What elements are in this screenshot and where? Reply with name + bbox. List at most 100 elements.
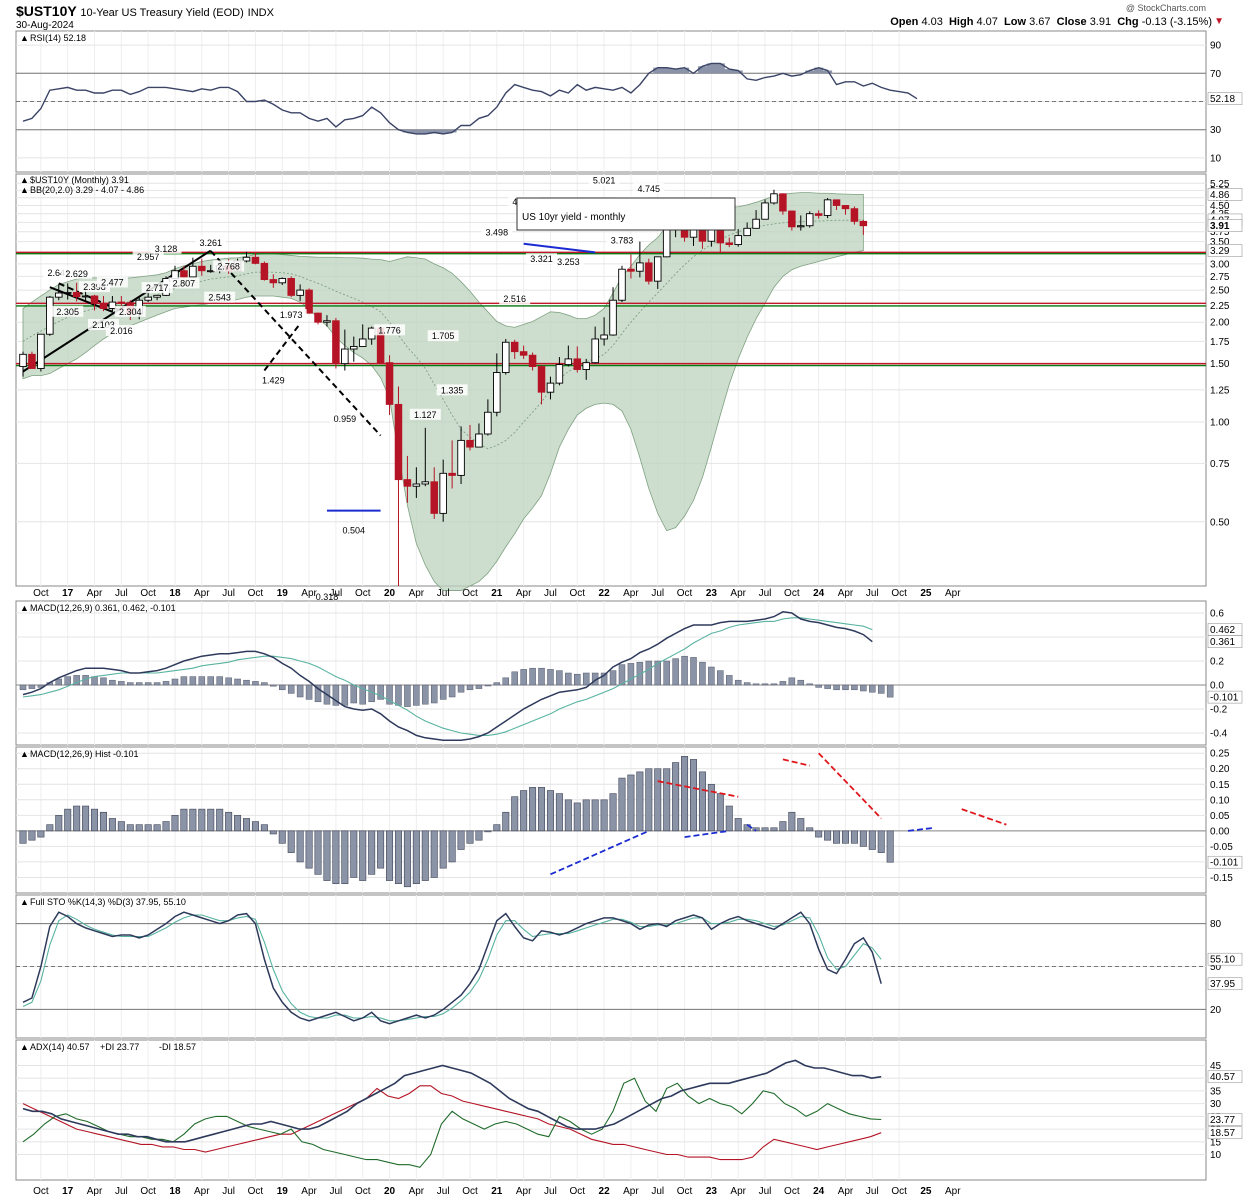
- macd-hist-bar: [654, 660, 661, 686]
- macd-hist-bar: [73, 675, 80, 686]
- x-axis-label-bottom: Oct: [569, 1186, 585, 1197]
- price-annotation-bg: [213, 260, 245, 272]
- x-axis-label-bottom: Apr: [194, 1186, 210, 1197]
- x-axis-label-top: Oct: [677, 588, 693, 599]
- rsi-marker-icon: ▲: [20, 33, 29, 43]
- candle-body: [63, 291, 72, 294]
- adx-label: ADX(14) 40.57: [30, 1042, 90, 1052]
- candle-body: [850, 208, 859, 222]
- price-annotation: 3.128: [155, 244, 178, 254]
- macd-hist-bar: [216, 676, 223, 686]
- macd-hist-bar: [627, 663, 635, 686]
- low-label: Low: [1004, 16, 1027, 28]
- hist-bar: [296, 830, 304, 863]
- hist-bar: [403, 830, 411, 888]
- price-annotation: 2.629: [65, 269, 88, 279]
- instrument-name: 10-Year US Treasury Yield (EOD): [80, 7, 244, 19]
- hist-bar: [225, 811, 233, 832]
- price-tick-12: 3.50: [1210, 237, 1230, 248]
- candle-body: [546, 382, 555, 393]
- x-axis-label-bottom: 24: [813, 1186, 825, 1197]
- bb-lower-value-box: [1207, 244, 1243, 257]
- candle-body: [367, 327, 376, 340]
- hist-bar: [216, 808, 224, 832]
- hist-bar: [287, 830, 295, 853]
- candle-body: [72, 291, 81, 298]
- x-axis-label-bottom: 20: [384, 1186, 396, 1197]
- macd-hist-bar: [377, 684, 384, 700]
- macd-hist-bar: [860, 684, 867, 692]
- x-axis-label-top: Jul: [222, 588, 235, 599]
- macd-last-box: [1207, 635, 1243, 648]
- price-annotation-bg: [427, 330, 459, 342]
- price-annotation-bg: [150, 242, 182, 254]
- macd-hist-bar: [565, 672, 572, 686]
- close-value-label-box: [1207, 219, 1243, 233]
- candle-body: [99, 302, 108, 309]
- macd-hist-bar: [413, 684, 420, 706]
- price-annotation-bg: [526, 253, 558, 265]
- macd-hist-bar: [305, 684, 313, 700]
- open-label: Open: [890, 16, 919, 28]
- candle-body: [108, 301, 117, 309]
- candle-body: [296, 289, 304, 296]
- candle-body: [537, 366, 546, 393]
- adx-last: 40.57: [1210, 1072, 1235, 1083]
- chart-annotation-box: [516, 197, 736, 231]
- macd-hist-bar: [109, 679, 116, 686]
- hist-bar: [806, 827, 814, 832]
- rsi-last-value: 52.18: [1210, 94, 1235, 105]
- hist-bar: [359, 830, 367, 881]
- macd-hist-bar: [287, 684, 295, 694]
- macd-hist-bar: [279, 684, 286, 691]
- macd-hist-bar: [422, 684, 429, 705]
- macd-signal-last: 0.462: [1210, 625, 1235, 636]
- x-axis-label-bottom: Oct: [140, 1186, 156, 1197]
- macd-hist-bar: [699, 661, 706, 686]
- x-axis-label-top: 24: [813, 588, 825, 599]
- x-axis-label-bottom: Jul: [115, 1186, 128, 1197]
- x-axis-label-top: Apr: [945, 588, 961, 599]
- hist-trendline-6: [907, 826, 935, 832]
- hist-bar: [770, 827, 778, 832]
- price-annotation: 3.253: [557, 257, 580, 267]
- hist-bar: [269, 830, 277, 835]
- macd-hist-bar: [600, 672, 608, 686]
- hist-bar: [368, 830, 376, 875]
- hist-tick-4: 0.05: [1210, 811, 1230, 822]
- hist-bar: [126, 824, 134, 832]
- macd-hist-bar: [118, 681, 125, 686]
- candle-body: [475, 433, 483, 448]
- macd-hist-bar: [609, 670, 617, 686]
- rsi-line: [22, 62, 918, 135]
- adx-tick-5: 35: [1210, 1086, 1222, 1097]
- candle-body: [260, 262, 269, 280]
- x-axis-label-bottom: Apr: [623, 1186, 639, 1197]
- hist-trendline-3: [746, 823, 757, 832]
- price-annotation: 0.959: [334, 414, 357, 424]
- price-annotation-bg: [588, 174, 620, 186]
- macd-hist-bar: [547, 669, 554, 686]
- x-axis-label-top: Apr: [516, 588, 532, 599]
- candle-body: [269, 279, 278, 284]
- x-axis-label-bottom: Jul: [437, 1186, 450, 1197]
- hist-bar: [475, 830, 483, 841]
- macd-tick-0: -0.4: [1210, 729, 1228, 740]
- price-annotation-bg: [204, 291, 236, 303]
- candle-body: [636, 262, 644, 272]
- candle-body: [591, 338, 599, 364]
- change-value: -0.13 (-3.15%): [1141, 16, 1212, 28]
- macd-hist-bar: [135, 682, 143, 686]
- x-axis-label-top: 22: [599, 588, 611, 599]
- hist-bar: [546, 790, 554, 832]
- price-annotation: 3.321: [530, 254, 553, 264]
- candle-body: [510, 341, 519, 353]
- macd-hist-bar: [430, 684, 438, 704]
- rsi-tick-0: 10: [1210, 153, 1222, 164]
- chart-date: 30-Aug-2024: [16, 20, 74, 31]
- candle-body: [90, 295, 99, 304]
- candle-body: [555, 364, 564, 384]
- x-axis-label-bottom: Jul: [222, 1186, 235, 1197]
- price-tick-6: 2.00: [1210, 318, 1230, 329]
- macd-hist-bar: [493, 682, 501, 686]
